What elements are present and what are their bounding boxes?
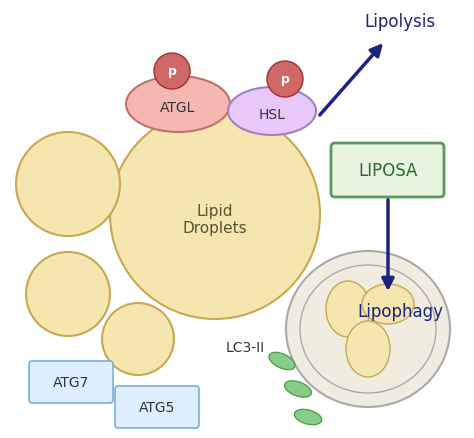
Ellipse shape <box>269 353 295 370</box>
Text: ATG7: ATG7 <box>53 375 89 389</box>
Circle shape <box>154 54 190 90</box>
Ellipse shape <box>294 410 322 425</box>
Text: p: p <box>281 73 290 86</box>
Text: p: p <box>168 65 176 78</box>
Circle shape <box>16 133 120 237</box>
Ellipse shape <box>110 110 320 319</box>
Text: Lipophagy: Lipophagy <box>357 302 443 320</box>
Ellipse shape <box>284 381 311 397</box>
Circle shape <box>267 62 303 98</box>
Ellipse shape <box>362 284 414 324</box>
Circle shape <box>102 303 174 375</box>
Text: Lipid
Droplets: Lipid Droplets <box>182 203 247 236</box>
Ellipse shape <box>228 88 316 136</box>
Ellipse shape <box>286 251 450 407</box>
Ellipse shape <box>346 321 390 377</box>
Ellipse shape <box>126 77 230 133</box>
Text: LIPOSA: LIPOSA <box>358 162 418 180</box>
Text: ATGL: ATGL <box>160 101 196 115</box>
FancyBboxPatch shape <box>331 144 444 198</box>
Text: Lipolysis: Lipolysis <box>365 13 436 31</box>
FancyBboxPatch shape <box>29 361 113 403</box>
Text: HSL: HSL <box>258 108 285 122</box>
Ellipse shape <box>326 281 370 337</box>
Circle shape <box>26 252 110 336</box>
FancyBboxPatch shape <box>115 386 199 428</box>
Text: LC3-II: LC3-II <box>226 340 264 354</box>
Text: ATG5: ATG5 <box>139 400 175 414</box>
Ellipse shape <box>300 265 436 393</box>
